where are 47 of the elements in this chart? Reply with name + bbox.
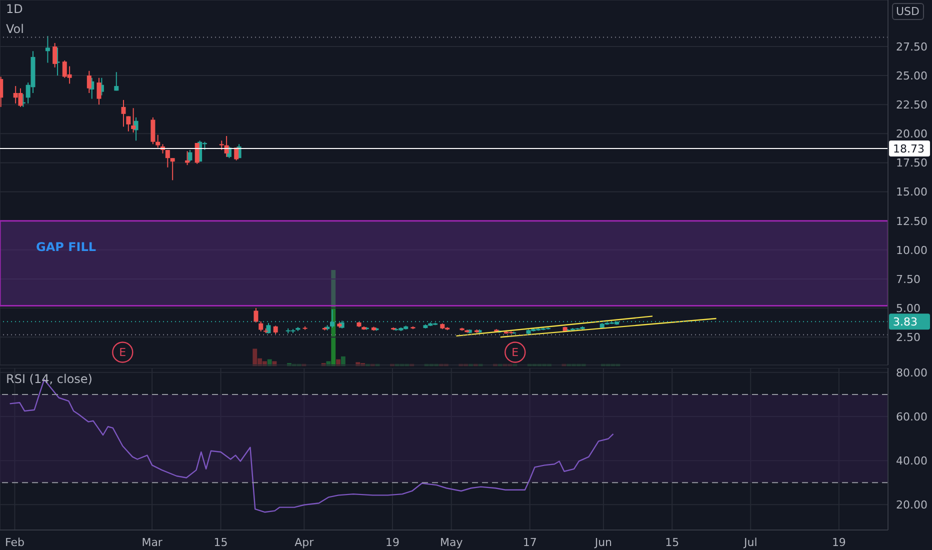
y-tick-label: 25.00	[896, 69, 928, 82]
x-tick-label: Apr	[294, 536, 314, 549]
y-tick-label: 15.00	[896, 186, 928, 199]
y-tick-label: 12.50	[896, 214, 928, 228]
candlestick	[150, 116, 156, 145]
candlestick	[258, 320, 264, 332]
candlestick	[254, 308, 258, 323]
y-tick-label: 80.00	[896, 366, 928, 380]
chart-title: RSI (14, close)	[6, 372, 92, 386]
y-axis-title: USD	[892, 3, 924, 20]
annotation: E	[512, 346, 519, 360]
y-tick-label: 7.50	[896, 272, 920, 286]
bar	[331, 270, 336, 366]
y-tick-label: 27.50	[896, 40, 928, 54]
candlestick	[45, 36, 50, 64]
band-label: GAP FILL	[36, 240, 96, 254]
x-tick-label: Jul	[742, 536, 758, 549]
bar	[340, 356, 346, 366]
y-tick-label: 5.00	[896, 302, 920, 315]
x-tick-label: 15	[214, 536, 228, 549]
x-tick-label: 17	[522, 536, 537, 549]
x-tick-label: Jun	[594, 536, 612, 549]
ref-line-label: 3.83	[893, 316, 918, 329]
candlestick	[165, 149, 170, 168]
y-tick-label: 60.00	[896, 410, 928, 424]
y-tick-label: 17.50	[896, 156, 928, 170]
candlestick	[170, 158, 175, 181]
x-tick-label: Feb	[4, 536, 24, 549]
x-tick-label: May	[440, 536, 464, 549]
candlestick	[156, 134, 160, 148]
candlestick	[114, 72, 119, 92]
x-tick-label: 19	[832, 536, 846, 549]
y-tick-label: 40.00	[896, 454, 928, 468]
y-tick-label: 20.00	[896, 498, 928, 512]
chart-title: Vol	[6, 22, 24, 36]
y-tick-label: 2.50	[896, 331, 920, 344]
y-tick-label: 22.50	[896, 98, 928, 112]
y-tick-label: 10.00	[896, 244, 928, 257]
x-tick-label: Mar	[142, 536, 163, 549]
ref-line-label: 18.73	[893, 142, 924, 156]
candlestick	[234, 147, 239, 161]
x-tick-label: 15	[665, 536, 680, 549]
candlestick	[219, 140, 224, 150]
x-tick-label: 19	[385, 536, 400, 549]
y-tick-label: 20.00	[896, 128, 928, 141]
chart-title: 1D	[6, 2, 23, 16]
annotation: E	[119, 346, 126, 360]
